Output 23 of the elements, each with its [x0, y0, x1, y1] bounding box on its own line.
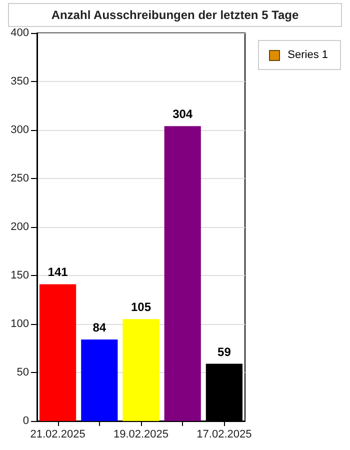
y-tick-label: 300: [10, 124, 29, 136]
y-tick-label: 200: [10, 221, 29, 233]
y-tick-label: 250: [10, 172, 29, 184]
data-label: 141: [48, 265, 68, 280]
data-label: 105: [130, 300, 152, 314]
y-tick-label: 100: [10, 318, 29, 330]
data-label: 84: [92, 320, 106, 335]
y-tick-label: 350: [10, 76, 29, 88]
x-tick-label: 17.02.2025: [196, 428, 252, 440]
bar: [39, 284, 76, 421]
text: Series 1: [288, 49, 328, 61]
y-tick-label: 50: [16, 366, 29, 378]
x-tick-label: 19.02.2025: [113, 428, 169, 440]
chart-title: Anzahl Ausschreibungen der letzten 5 Tage: [51, 8, 300, 22]
bar: [81, 340, 118, 421]
data-label: 304: [172, 107, 193, 122]
bar: [164, 126, 201, 421]
y-tick-label: 400: [10, 27, 29, 39]
y-tick-label: 0: [22, 415, 29, 427]
data-label: 59: [218, 344, 232, 359]
y-tick-label: 150: [10, 270, 29, 282]
bar: [122, 319, 160, 421]
x-tick-label: 21.02.2025: [30, 428, 86, 440]
